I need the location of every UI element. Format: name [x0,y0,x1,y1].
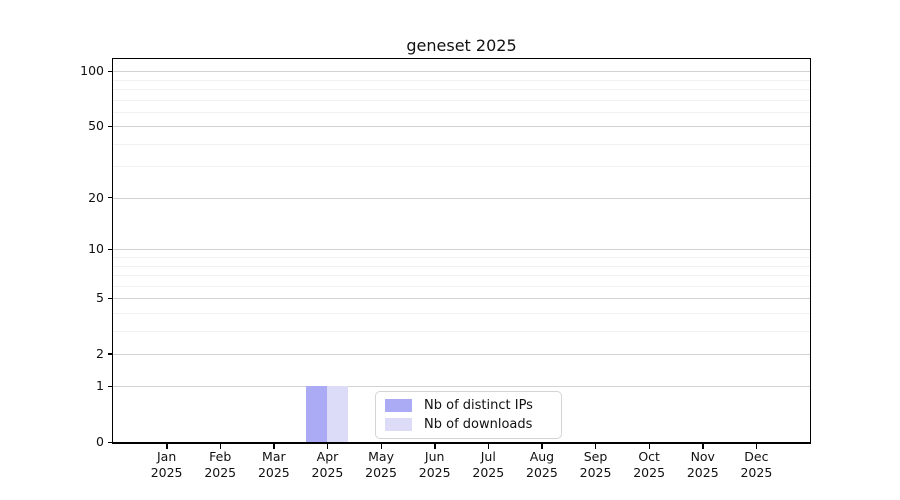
x-tick-mark [219,444,222,449]
y-tick-label: 50 [88,118,104,134]
gridline-minor [113,285,810,287]
y-tick-mark [108,248,113,251]
x-tick-label: May 2025 [365,449,397,480]
legend-item-distinct-ips: Nb of distinct IPs [385,398,557,413]
y-tick-mark [108,125,113,128]
gridline-major [113,197,810,199]
y-tick-mark [108,297,113,300]
gridline-major [113,126,810,128]
x-tick-label: Jul 2025 [472,449,505,480]
x-tick-mark [273,444,275,449]
gridline-major [113,249,810,251]
x-tick-label: Mar 2025 [257,449,290,480]
x-tick-mark [541,444,543,449]
bar-distinct-ips [306,386,328,442]
y-tick-label: 5 [96,290,104,306]
y-tick-mark [108,353,113,355]
x-tick-mark [595,444,597,449]
legend-label-downloads: Nb of downloads [424,417,533,432]
gridline-minor [113,111,810,113]
chart-title: geneset 2025 [406,36,517,55]
x-tick-label: Nov 2025 [686,449,719,480]
gridline-minor [113,89,810,91]
legend-swatch-distinct-ips [385,399,412,412]
gridline-major [113,353,810,355]
y-tick-mark [108,385,113,388]
x-tick-label: Jun 2025 [418,449,451,480]
legend-item-downloads: Nb of downloads [385,417,557,432]
gridline-minor [113,275,810,277]
y-tick-label: 0 [96,434,104,449]
legend-label-distinct-ips: Nb of distinct IPs [424,398,533,413]
y-tick-mark [108,70,113,73]
gridline-minor [113,257,810,259]
x-tick-mark [166,444,168,449]
gridline-minor [113,312,810,314]
y-tick-label: 2 [96,345,104,361]
x-tick-label: Dec 2025 [740,449,773,480]
x-tick-mark [648,444,651,449]
y-tick-label: 100 [80,63,104,79]
legend: Nb of distinct IPs Nb of downloads [375,391,562,439]
x-tick-label: Feb 2025 [204,449,237,480]
gridline-major [113,71,810,73]
y-tick-mark [108,197,113,199]
y-tick-label: 1 [96,378,104,394]
y-tick-label: 20 [88,189,104,205]
y-tick-label: 10 [88,241,104,257]
legend-swatch-downloads [385,418,412,431]
gridline-major [113,386,810,388]
x-tick-mark [755,444,758,449]
x-tick-label: Oct 2025 [633,449,666,480]
gridline-minor [113,166,810,168]
x-tick-mark [380,444,382,449]
gridline-minor [113,330,810,332]
gridline-minor [113,99,810,101]
x-tick-label: Sep 2025 [579,449,612,480]
x-tick-mark [702,444,704,449]
bar-downloads [327,386,349,442]
x-tick-label: Aug 2025 [526,449,558,480]
x-tick-label: Apr 2025 [311,449,344,480]
gridline-minor [113,265,810,267]
x-tick-label: Jan 2025 [150,449,183,480]
x-tick-mark [487,444,490,449]
gridline-minor [113,79,810,81]
x-tick-mark [434,444,436,449]
y-tick-mark [108,441,113,443]
x-tick-mark [326,444,329,449]
gridline-minor [113,143,810,145]
gridline-major [113,298,810,300]
